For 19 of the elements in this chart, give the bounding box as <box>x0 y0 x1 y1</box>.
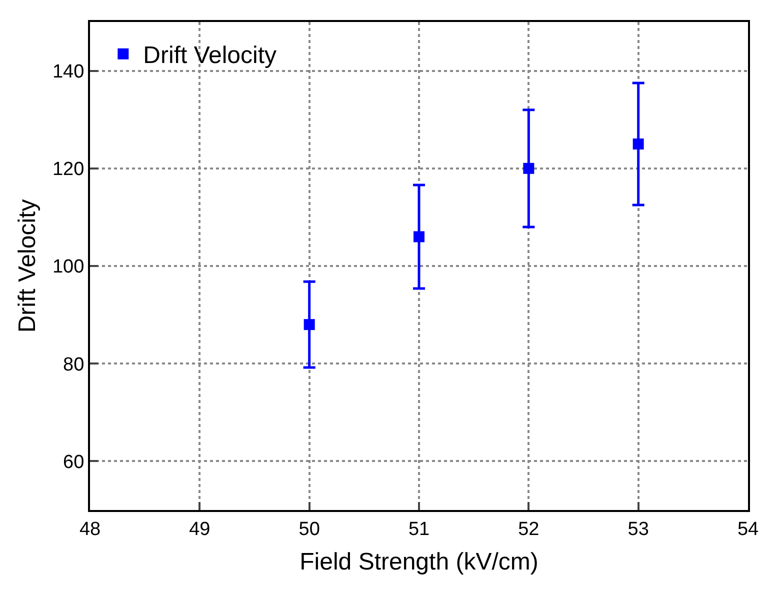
point <box>632 138 644 150</box>
x-axis-title: Field Strength (kV/cm) <box>300 548 538 576</box>
x-tick-label: 54 <box>737 518 759 540</box>
y-tick-label: 100 <box>52 256 84 278</box>
y-axis-title: Drift Velocity <box>14 199 42 333</box>
y-tick-label: 80 <box>63 354 84 376</box>
x-tick-label: 51 <box>408 518 430 540</box>
legend-label: Drift Velocity <box>143 42 277 70</box>
y-tick-label: 60 <box>63 452 84 473</box>
point <box>523 162 534 174</box>
point <box>414 231 424 242</box>
x-tick-label: 49 <box>189 518 210 540</box>
x-tick-label: 48 <box>79 518 101 540</box>
y-tick-label: 140 <box>52 61 84 82</box>
x-tick-label: 52 <box>518 518 540 540</box>
point <box>304 319 315 330</box>
y-tick-label: 120 <box>52 159 84 180</box>
x-tick-label: 53 <box>628 518 649 540</box>
x-tick-label: 50 <box>298 518 320 540</box>
